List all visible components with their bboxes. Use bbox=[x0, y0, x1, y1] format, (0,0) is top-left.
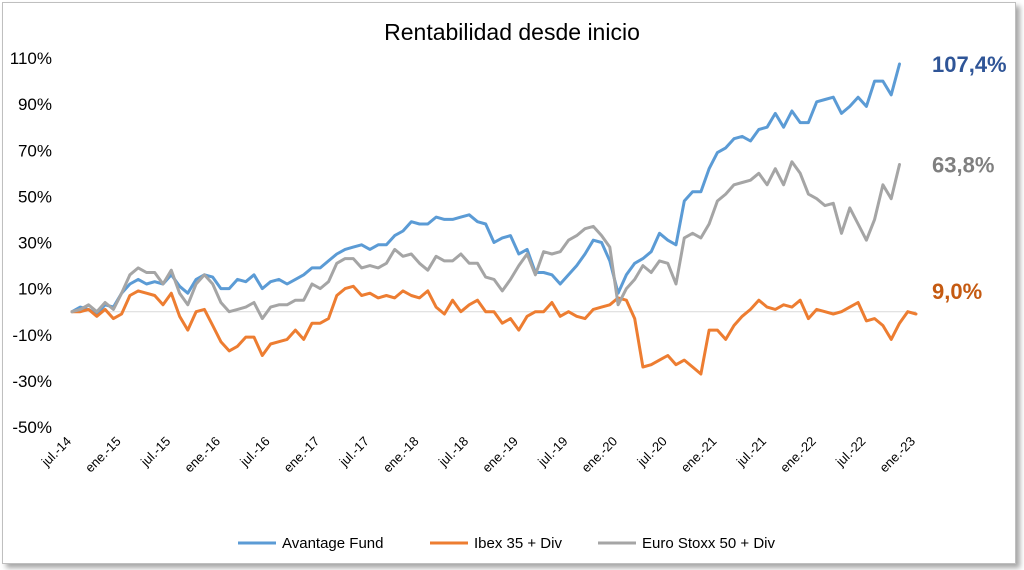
x-tick-label: ene.-21 bbox=[678, 434, 720, 476]
y-tick-label: 110% bbox=[10, 49, 52, 68]
series-line-0 bbox=[70, 62, 901, 316]
y-tick-label: 30% bbox=[18, 234, 52, 253]
x-tick-label: ene.-15 bbox=[82, 434, 124, 476]
x-tick-label: jul.-21 bbox=[733, 434, 769, 470]
y-tick-label: -30% bbox=[12, 372, 52, 391]
x-tick-label: jul.-20 bbox=[634, 434, 670, 470]
x-tick-label: jul.-16 bbox=[236, 434, 272, 470]
y-tick-label: 10% bbox=[18, 280, 52, 299]
x-tick-label: ene.-23 bbox=[876, 434, 918, 476]
y-axis-ticks: -50% -30% -10% 10% 30% 50% 70% 90% 110% bbox=[10, 49, 52, 437]
x-tick-label: ene.-16 bbox=[181, 434, 223, 476]
series-line-1 bbox=[70, 284, 918, 376]
end-label-2: 63,8% bbox=[932, 153, 994, 178]
legend: Avantage Fund Ibex 35 + Div Euro Stoxx 50 … bbox=[238, 535, 775, 552]
x-tick-label: ene.-17 bbox=[281, 434, 323, 476]
x-axis-ticks: jul.-14 ene.-15 jul.-15 ene.-16 jul.-16 ene.-… bbox=[38, 434, 918, 476]
legend-label-2: Euro Stoxx 50 + Div bbox=[642, 535, 775, 552]
x-tick-label: ene.-18 bbox=[380, 434, 422, 476]
series-line-2 bbox=[70, 160, 901, 321]
y-tick-label: -10% bbox=[12, 326, 52, 345]
legend-label-0: Avantage Fund bbox=[282, 535, 383, 552]
y-tick-label: -50% bbox=[12, 418, 52, 437]
x-tick-label: jul.-22 bbox=[832, 434, 868, 470]
legend-label-1: Ibex 35 + Div bbox=[474, 535, 562, 552]
x-tick-label: jul.-18 bbox=[435, 434, 471, 470]
series-lines bbox=[70, 62, 918, 376]
y-tick-label: 90% bbox=[18, 95, 52, 114]
y-tick-label: 50% bbox=[18, 187, 52, 206]
x-tick-label: ene.-22 bbox=[777, 434, 819, 476]
y-tick-label: 70% bbox=[18, 141, 52, 160]
x-tick-label: jul.-19 bbox=[534, 434, 570, 470]
x-tick-label: ene.-20 bbox=[578, 434, 620, 476]
chart-title: Rentabilidad desde inicio bbox=[384, 19, 640, 45]
end-labels: 107,4% 9,0% 63,8% bbox=[932, 52, 1007, 304]
x-tick-label: jul.-14 bbox=[38, 434, 74, 470]
end-label-0: 107,4% bbox=[932, 52, 1007, 77]
end-label-1: 9,0% bbox=[932, 279, 982, 304]
x-tick-label: ene.-19 bbox=[479, 434, 521, 476]
x-tick-label: jul.-17 bbox=[336, 434, 372, 470]
x-tick-label: jul.-15 bbox=[137, 434, 173, 470]
